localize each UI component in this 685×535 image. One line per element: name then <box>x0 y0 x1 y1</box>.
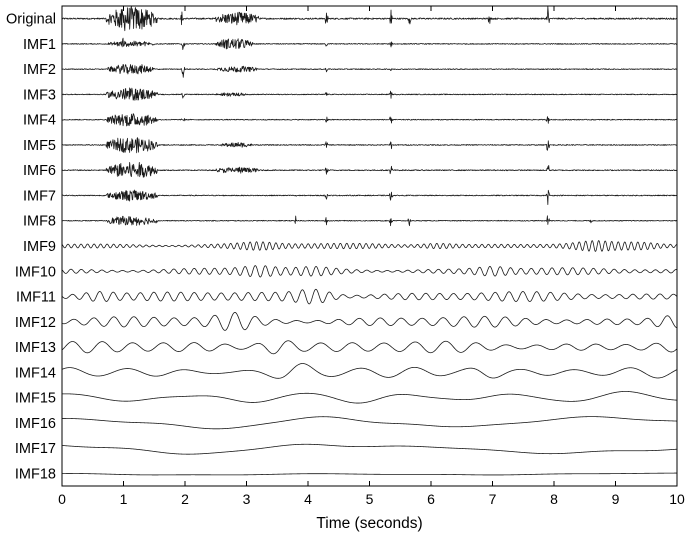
row-label-imf14: IMF14 <box>15 365 56 381</box>
x-tick-group: 0 1 2 3 4 5 6 7 8 9 10 <box>58 6 685 507</box>
trace-imf12 <box>61 312 678 331</box>
trace-imf2 <box>61 64 678 78</box>
x-tick-label: 2 <box>181 491 189 507</box>
trace-imf11 <box>61 288 678 305</box>
trace-imf18 <box>62 472 678 476</box>
row-label-imf3: IMF3 <box>23 87 56 103</box>
row-label-imf1: IMF1 <box>23 37 56 53</box>
trace-imf5 <box>61 137 678 154</box>
x-tick-label: 6 <box>427 491 435 507</box>
trace-group <box>61 6 678 476</box>
x-tick-label: 8 <box>550 491 558 507</box>
row-label-imf10: IMF10 <box>15 264 56 280</box>
row-label-imf15: IMF15 <box>15 391 56 407</box>
trace-imf17 <box>61 443 678 455</box>
trace-imf14 <box>61 363 678 379</box>
trace-imf1 <box>61 37 678 50</box>
row-label-imf4: IMF4 <box>23 113 56 129</box>
trace-imf4 <box>61 113 678 127</box>
row-label-original: Original <box>6 12 56 28</box>
x-tick-label: 1 <box>120 491 128 507</box>
row-label-imf5: IMF5 <box>23 138 56 154</box>
x-tick-label: 9 <box>612 491 620 507</box>
x-axis-title: Time (seconds) <box>316 515 422 532</box>
trace-imf6 <box>61 161 678 178</box>
trace-imf7 <box>61 189 678 206</box>
trace-imf15 <box>61 391 678 404</box>
row-label-group: Original IMF1 IMF2 IMF3 IMF4 IMF5 IMF6 IMF7 IMF8… <box>6 12 56 483</box>
trace-imf9 <box>61 240 678 252</box>
row-label-imf9: IMF9 <box>23 239 56 255</box>
row-label-imf2: IMF2 <box>23 62 56 78</box>
trace-imf16 <box>62 416 678 430</box>
row-label-imf11: IMF11 <box>16 290 56 306</box>
trace-imf13 <box>61 340 678 355</box>
trace-imf8 <box>61 215 678 227</box>
x-tick-label: 7 <box>489 491 497 507</box>
x-tick-label: 10 <box>669 491 685 507</box>
trace-imf3 <box>61 87 678 101</box>
row-label-imf18: IMF18 <box>15 466 56 482</box>
row-label-imf13: IMF13 <box>15 340 56 356</box>
x-tick-label: 0 <box>58 491 66 507</box>
row-label-imf17: IMF17 <box>15 441 56 457</box>
row-label-imf16: IMF16 <box>15 416 56 432</box>
x-tick-label: 5 <box>366 491 374 507</box>
row-label-imf8: IMF8 <box>23 214 56 230</box>
x-tick-label: 3 <box>243 491 251 507</box>
row-label-imf12: IMF12 <box>15 315 56 331</box>
trace-original <box>61 6 678 32</box>
x-tick-label: 4 <box>304 491 312 507</box>
row-label-imf7: IMF7 <box>23 188 56 204</box>
row-label-imf6: IMF6 <box>23 163 56 179</box>
trace-imf10 <box>61 265 678 278</box>
